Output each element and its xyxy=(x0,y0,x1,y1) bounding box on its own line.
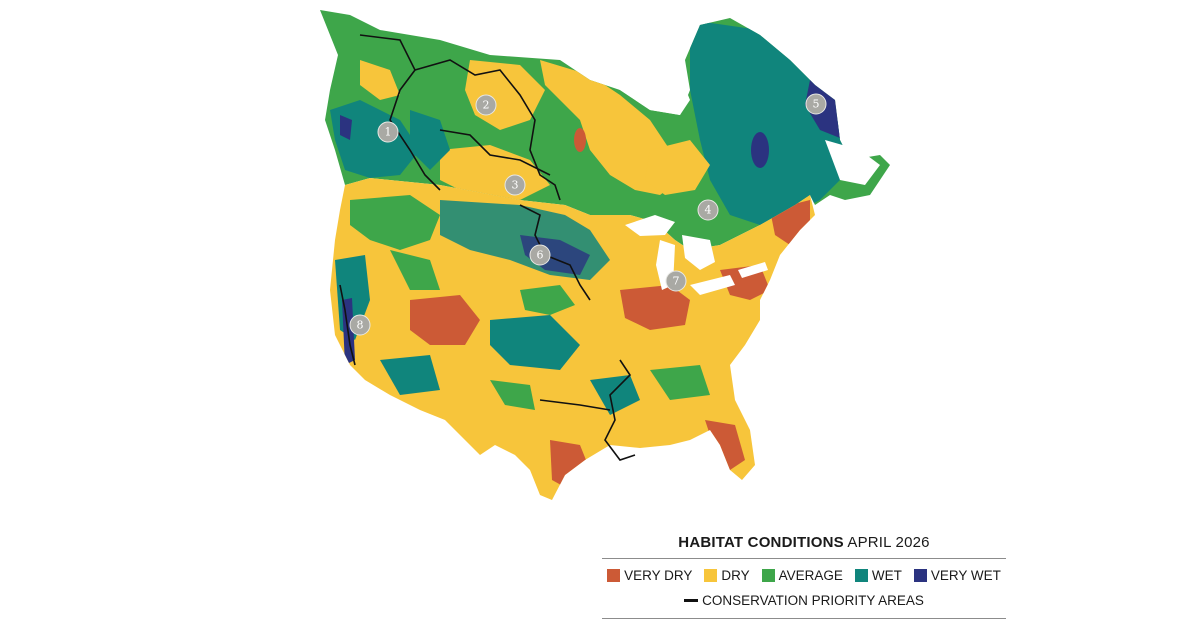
dry-swatch xyxy=(704,569,718,582)
legend-label-dry: DRY xyxy=(721,568,750,583)
marker-3-label: 3 xyxy=(512,179,519,192)
marker-4-label: 4 xyxy=(705,204,712,217)
map-svg: 1 2 3 4 5 6 7 8 xyxy=(320,10,890,500)
marker-2-label: 2 xyxy=(483,99,490,112)
legend-item-wet: WET xyxy=(854,568,902,583)
water-bodies xyxy=(590,55,880,295)
marker-6: 6 xyxy=(529,244,551,266)
conservation-priority-areas xyxy=(339,34,636,461)
legend-item-dry: DRY xyxy=(704,568,750,583)
legend-top-rule xyxy=(602,558,1006,559)
legend-item-very-wet: VERY WET xyxy=(913,568,1001,583)
priority-line-swatch xyxy=(684,599,699,602)
marker-5-label: 5 xyxy=(813,98,820,111)
marker-3: 3 xyxy=(504,174,526,196)
marker-6-label: 6 xyxy=(537,249,544,262)
legend-item-average: AVERAGE xyxy=(761,568,843,583)
marker-1: 1 xyxy=(377,121,399,143)
habitat-map: 1 2 3 4 5 6 7 8 xyxy=(290,0,930,520)
legend-label-very-dry: VERY DRY xyxy=(624,568,693,583)
marker-7-label: 7 xyxy=(673,275,680,288)
wet-swatch xyxy=(854,569,868,582)
legend-title-bold: HABITAT CONDITIONS xyxy=(678,534,844,551)
legend-label-wet: WET xyxy=(871,568,902,583)
marker-8: 8 xyxy=(349,314,371,336)
legend-item-priority-areas: CONSERVATION PRIORITY AREAS xyxy=(602,593,1006,608)
very-dry-swatch xyxy=(607,569,621,582)
marker-4: 4 xyxy=(697,199,719,221)
legend-title-date: APRIL 2026 xyxy=(843,534,930,551)
legend-label-very-wet: VERY WET xyxy=(930,568,1001,583)
average-swatch xyxy=(761,569,775,582)
marker-8-label: 8 xyxy=(357,319,364,332)
legend-item-very-dry: VERY DRY xyxy=(607,568,692,583)
marker-5: 5 xyxy=(805,93,827,115)
marker-2: 2 xyxy=(475,94,497,116)
legend-label-priority-areas: CONSERVATION PRIORITY AREAS xyxy=(702,593,924,608)
marker-7: 7 xyxy=(665,270,687,292)
very-wet-swatch xyxy=(913,569,927,582)
marker-1-label: 1 xyxy=(385,126,392,139)
legend-categories: VERY DRY DRY AVERAGE WET VERY WET xyxy=(602,568,1006,583)
map-legend: HABITAT CONDITIONS APRIL 2026 VERY DRY D… xyxy=(602,534,1006,622)
legend-label-average: AVERAGE xyxy=(778,568,843,583)
legend-title: HABITAT CONDITIONS APRIL 2026 xyxy=(602,534,1006,551)
legend-bottom-rule xyxy=(602,618,1006,619)
